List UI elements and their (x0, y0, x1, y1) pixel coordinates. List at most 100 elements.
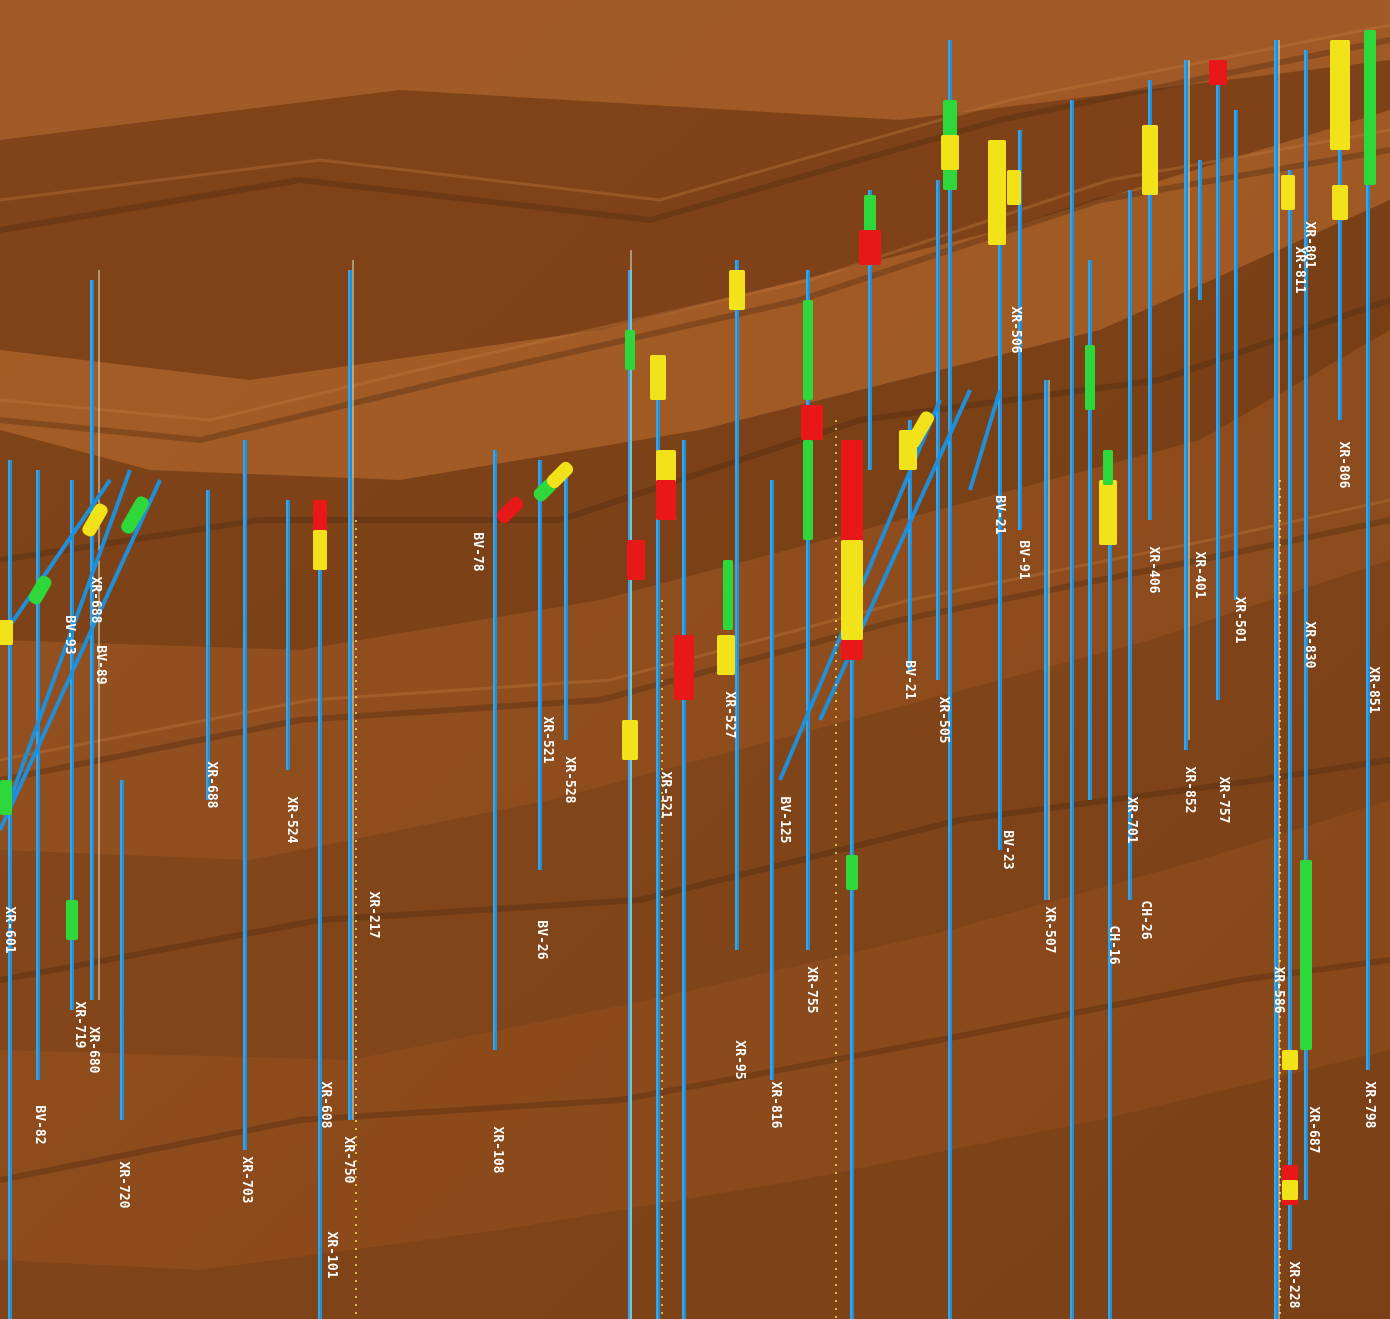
drillhole-label: XR-750 (341, 1137, 356, 1184)
assay-interval (1281, 175, 1295, 210)
assay-interval (1099, 480, 1117, 545)
drillhole-label: XR-806 (1336, 442, 1351, 489)
terrain-ridge (0, 297, 1390, 563)
assay-interval (625, 330, 635, 370)
drillhole-label: XR-524 (284, 797, 299, 844)
drillhole-label: BV-93 (62, 615, 77, 654)
terrain-band (0, 560, 1390, 1060)
assay-interval (1332, 185, 1348, 220)
assay-interval (841, 540, 863, 640)
assay-interval (622, 720, 638, 760)
drillhole-label: XR-852 (1182, 767, 1197, 814)
drillhole-label: XR-757 (1216, 777, 1231, 824)
inclined-assay-interval (121, 496, 149, 534)
drillhole-label: XR-688 (204, 762, 219, 809)
drillhole-label: XR-601 (2, 907, 17, 954)
inclined-assay-interval (82, 503, 108, 537)
inclined-drillhole (968, 389, 1002, 491)
drillhole-label: BV-21 (992, 495, 1007, 534)
drillhole-label: XR-851 (1366, 667, 1381, 714)
terrain-ridge (0, 957, 1390, 1183)
assay-interval (723, 560, 733, 630)
drillhole-label: XR-108 (490, 1127, 505, 1174)
assay-interval (941, 135, 959, 170)
assay-interval (650, 355, 666, 400)
assay-interval (1300, 860, 1312, 1050)
drillhole-label: BV-26 (534, 920, 549, 959)
terrain-band (0, 1050, 1390, 1319)
assay-interval (656, 480, 676, 520)
terrain-ridge (0, 517, 1390, 783)
assay-interval (1209, 60, 1227, 85)
drillhole-label: CH-16 (1106, 925, 1121, 964)
drillhole-label: BV-125 (777, 797, 792, 844)
drillhole-label: XR-798 (1362, 1082, 1377, 1129)
drillhole-label: XR-719 (72, 1002, 87, 1049)
assay-interval (1330, 40, 1350, 150)
assay-interval (1364, 30, 1376, 185)
drillhole-label: XR-527 (722, 692, 737, 739)
drillhole-label: XR-687 (1306, 1107, 1321, 1154)
drillhole-label: XR-801 (1302, 222, 1317, 269)
assay-interval (0, 780, 12, 815)
drillhole-label: XR-830 (1302, 622, 1317, 669)
assay-interval (801, 405, 823, 440)
drillhole-label: BV-89 (93, 645, 108, 684)
terrain-band (0, 200, 1390, 650)
assay-interval (1085, 345, 1095, 410)
drillhole-traces (0, 30, 1376, 1319)
assay-interval (1007, 170, 1021, 205)
assay-interval (859, 230, 881, 265)
drillhole-label: XR-217 (366, 892, 381, 939)
assay-interval (803, 440, 813, 540)
drillhole-label: XR-608 (318, 1082, 333, 1129)
assay-interval (1282, 1180, 1298, 1200)
terrain-highlight (0, 498, 1390, 762)
inclined-drillhole (0, 479, 162, 831)
drillhole-label: XR-95 (732, 1040, 747, 1079)
assay-interval (1103, 450, 1113, 485)
assay-interval (729, 270, 745, 310)
assay-interval (0, 620, 13, 645)
drillhole-label: BV-23 (1000, 830, 1015, 869)
assay-interval (1282, 1050, 1298, 1070)
drillhole-label: XR-701 (1124, 797, 1139, 844)
drillhole-label: XR-505 (936, 697, 951, 744)
assay-interval (864, 195, 876, 235)
drillhole-label: XR-521 (658, 772, 673, 819)
assay-interval (627, 540, 645, 580)
drillhole-label: XR-501 (1232, 597, 1247, 644)
drillhole-label: XR-406 (1146, 547, 1161, 594)
drillhole-label: XR-528 (562, 757, 577, 804)
inclined-assay-interval (906, 411, 934, 449)
terrain-band (0, 0, 1390, 140)
terrain-highlight (0, 23, 1390, 202)
drillhole-label: XR-401 (1192, 552, 1207, 599)
drillhole-label: BV-82 (32, 1105, 47, 1144)
drillhole-label: XR-703 (239, 1157, 254, 1204)
assay-interval (674, 635, 694, 700)
assay-interval (846, 855, 858, 890)
assay-interval (66, 900, 78, 940)
inclined-assay-interval (28, 575, 52, 605)
assay-interval (1142, 125, 1158, 195)
drillhole-label: XR-228 (1286, 1262, 1301, 1309)
assay-interval (313, 530, 327, 570)
drillhole-label: XR-816 (768, 1082, 783, 1129)
terrain-band (0, 110, 1390, 480)
drillhole-label: XR-688 (88, 577, 103, 624)
drillhole-label: XR-811 (1292, 247, 1307, 294)
drillhole-label: BV-91 (1016, 540, 1031, 579)
assay-interval (717, 635, 735, 675)
terrain-band (0, 800, 1390, 1270)
drillhole-label: XR-521 (540, 717, 555, 764)
drillhole-label: BV-21 (902, 660, 917, 699)
inclined-assay-interval (546, 461, 574, 489)
drillhole-label: XR-586 (1271, 967, 1286, 1014)
inclined-assay-interval (496, 496, 524, 524)
drillhole-label: XR-101 (324, 1232, 339, 1279)
assay-interval (988, 140, 1006, 245)
